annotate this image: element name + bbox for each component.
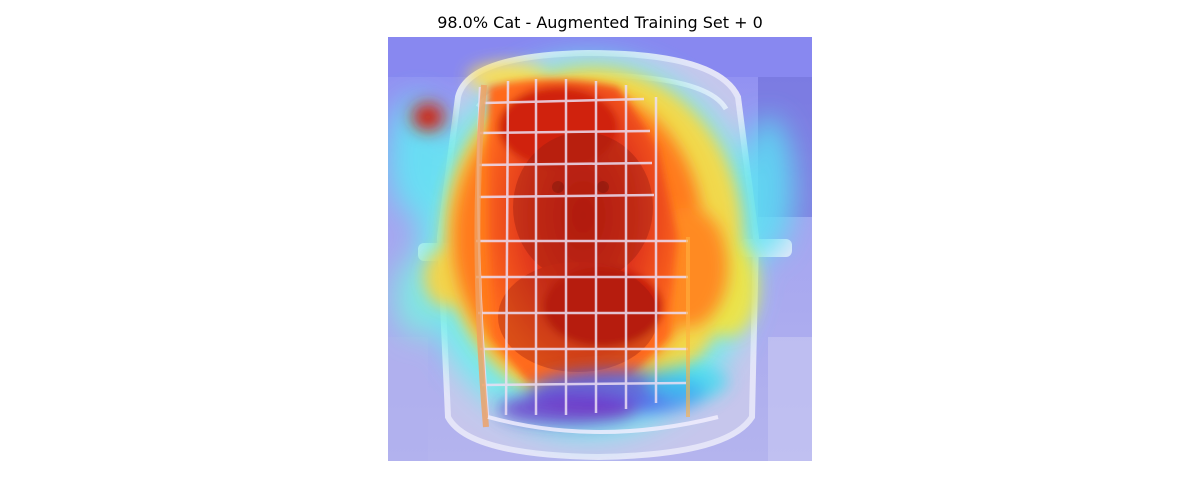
saliency-heatmap-image xyxy=(388,37,812,461)
cat-silhouette xyxy=(498,132,658,372)
carrier-door-grid xyxy=(476,79,688,418)
figure-title: 98.0% Cat - Augmented Training Set + 0 xyxy=(437,13,763,32)
heatmap-overlay-svg xyxy=(388,37,812,461)
